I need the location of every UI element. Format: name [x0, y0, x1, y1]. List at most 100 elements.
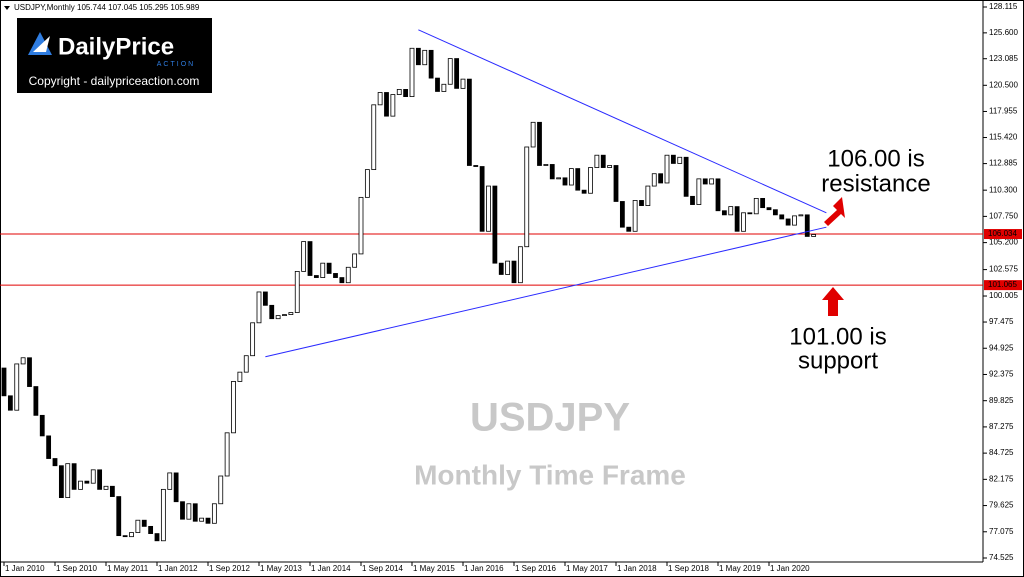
candle-body [243, 355, 249, 373]
candle-body [594, 154, 600, 168]
candle-body [772, 209, 778, 216]
x-tick-label: 1 May 2013 [260, 564, 302, 573]
price-label-box [984, 280, 1022, 291]
candle-body [58, 465, 64, 498]
candle-body [690, 195, 695, 205]
candle-body [403, 89, 409, 98]
y-tick-label: 89.825 [989, 396, 1014, 405]
candle-body [320, 262, 326, 278]
watermark: Monthly Time Frame [414, 459, 686, 490]
x-tick-label: 1 Sep 2010 [56, 564, 97, 573]
candle-body [428, 49, 434, 79]
candle-body [785, 218, 791, 226]
candle-body [651, 173, 657, 187]
candle-body [779, 214, 785, 220]
y-tick-label: 79.625 [989, 501, 1014, 510]
x-tick-label: 1 Sep 2012 [209, 564, 250, 573]
arrow [824, 197, 845, 226]
candle-body [524, 146, 530, 248]
candle-body [186, 503, 192, 520]
y-tick-label: 115.420 [989, 133, 1018, 142]
candle-body [479, 166, 485, 232]
candle-body [670, 154, 676, 164]
trendline [418, 29, 827, 214]
y-tick-label: 128.115 [989, 2, 1018, 11]
candle-body [581, 189, 587, 194]
candle-body [237, 371, 243, 382]
candle-body [454, 58, 460, 89]
candle-body [505, 260, 511, 275]
y-tick-label: 97.475 [989, 317, 1014, 326]
candle-body [511, 260, 517, 284]
candle-body [664, 154, 670, 184]
candle-body [90, 469, 96, 484]
candle-body [173, 472, 179, 503]
candle-body [122, 535, 128, 538]
x-tick-label: 1 May 2017 [566, 564, 608, 573]
watermark: USDJPY [470, 396, 630, 440]
candle-body [613, 165, 619, 202]
y-tick-label: 112.885 [989, 159, 1018, 168]
y-tick-label: 117.955 [989, 107, 1018, 116]
candle-body [811, 234, 817, 237]
x-tick-label: 1 Sep 2016 [515, 564, 556, 573]
logo-tag: ACTION [157, 61, 195, 68]
candle-body [677, 156, 683, 164]
candle-body [435, 77, 440, 92]
y-tick-label: 110.300 [989, 185, 1018, 194]
candle-body [384, 92, 389, 117]
candle-body [199, 517, 205, 522]
price-label: 101.065 [988, 280, 1017, 289]
candle-body [1, 367, 7, 397]
candle-body [632, 200, 638, 232]
candle-body [543, 164, 549, 166]
y-tick-label: 77.075 [989, 527, 1014, 536]
candle-body [129, 532, 134, 538]
candle-body [14, 363, 20, 411]
candle-body [358, 196, 364, 255]
annotation: 106.00 is [827, 145, 924, 172]
candle-body [84, 480, 90, 484]
y-tick-label: 123.085 [989, 54, 1018, 63]
candle-body [27, 357, 32, 387]
candle-body [78, 480, 83, 490]
price-label: 106.034 [988, 229, 1017, 238]
logo-box [17, 18, 212, 93]
y-tick-label: 82.175 [989, 474, 1014, 483]
candle-body [7, 395, 13, 411]
candle-body [71, 463, 77, 490]
candle-body [218, 475, 224, 505]
candle-body [65, 463, 71, 498]
candle-body [109, 485, 115, 497]
candle-body [46, 435, 52, 459]
price-label-box [984, 229, 1022, 240]
candle-body [33, 386, 39, 416]
candle-body [575, 168, 581, 191]
x-tick-label: 1 May 2011 [107, 564, 149, 573]
candle-body [466, 78, 472, 166]
x-tick-label: 1 May 2015 [413, 564, 455, 573]
candle-body [211, 503, 217, 524]
candle-body [396, 89, 402, 95]
logo-copyright: Copyright - dailypriceaction.com [29, 74, 200, 88]
x-tick-label: 1 Sep 2018 [668, 564, 709, 573]
candle-body [441, 83, 447, 92]
candle-body [282, 314, 287, 317]
candle-body [600, 154, 606, 168]
chart-header: USDJPY,Monthly 105.744 107.045 105.295 1… [14, 3, 200, 12]
y-tick-label: 74.525 [989, 553, 1014, 562]
candle-body [626, 226, 632, 232]
candle-body [192, 503, 198, 522]
candle-body [607, 165, 613, 168]
x-tick-label: 1 Sep 2014 [362, 564, 403, 573]
candle-body [728, 206, 734, 216]
candle-body [562, 177, 568, 186]
candle-body [205, 517, 211, 524]
logo-brand: DailyPrice [58, 33, 174, 60]
candle-body [377, 92, 383, 106]
candle-body [447, 58, 453, 85]
candle-body [709, 178, 715, 185]
candle-body [352, 253, 358, 268]
candle-body [135, 519, 141, 533]
candle-body [734, 206, 740, 232]
